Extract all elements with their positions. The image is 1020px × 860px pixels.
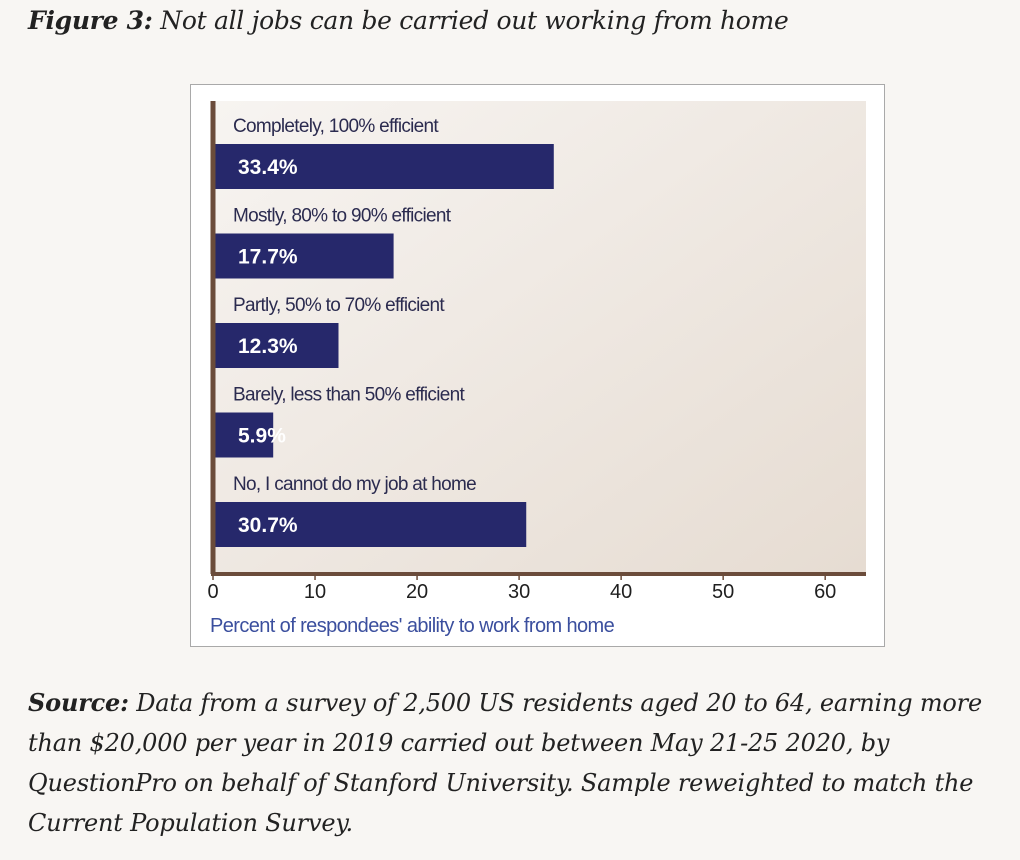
category-label: No, I cannot do my job at home [233,474,476,495]
bar [213,502,527,547]
source-note: Source: Data from a survey of 2,500 US r… [28,683,1020,843]
figure-caption-label: Figure 3: [28,6,153,35]
source-text: Data from a survey of 2,500 US residents… [28,689,982,837]
bar [213,323,339,368]
bar-value-label: 12.3% [238,335,298,358]
bar-value-label: 5.9% [238,425,286,448]
category-label: Partly, 50% to 70% efficient [233,295,445,316]
x-tick-label: 10 [304,581,326,603]
bar [213,144,554,189]
x-tick-label: 60 [814,581,836,603]
bar-value-label: 17.7% [238,246,298,269]
chart-frame: Completely, 100% efficient 33.4% Mostly, 8… [190,84,885,647]
bar [213,412,274,458]
bar-value-label: 30.7% [238,514,298,537]
x-axis-label: Percent of respondees' ability to work f… [210,615,615,637]
figure-caption-text: Not all jobs can be carried out working … [160,6,789,35]
x-tick-label: 20 [406,581,428,603]
category-label: Completely, 100% efficient [233,116,439,137]
bar-value-label: 33.4% [238,156,298,179]
figure-caption: Figure 3: Not all jobs can be carried ou… [28,6,789,35]
x-tick-label: 0 [207,581,218,603]
bar [213,233,394,279]
source-label: Source: [28,688,129,717]
category-label: Mostly, 80% to 90% efficient [233,206,452,227]
category-label: Barely, less than 50% efficient [233,385,465,406]
x-tick-label: 40 [610,581,632,603]
bar-chart: Completely, 100% efficient 33.4% Mostly, 8… [207,101,866,637]
x-tick-label: 30 [508,581,530,603]
x-tick-label: 50 [712,581,734,603]
